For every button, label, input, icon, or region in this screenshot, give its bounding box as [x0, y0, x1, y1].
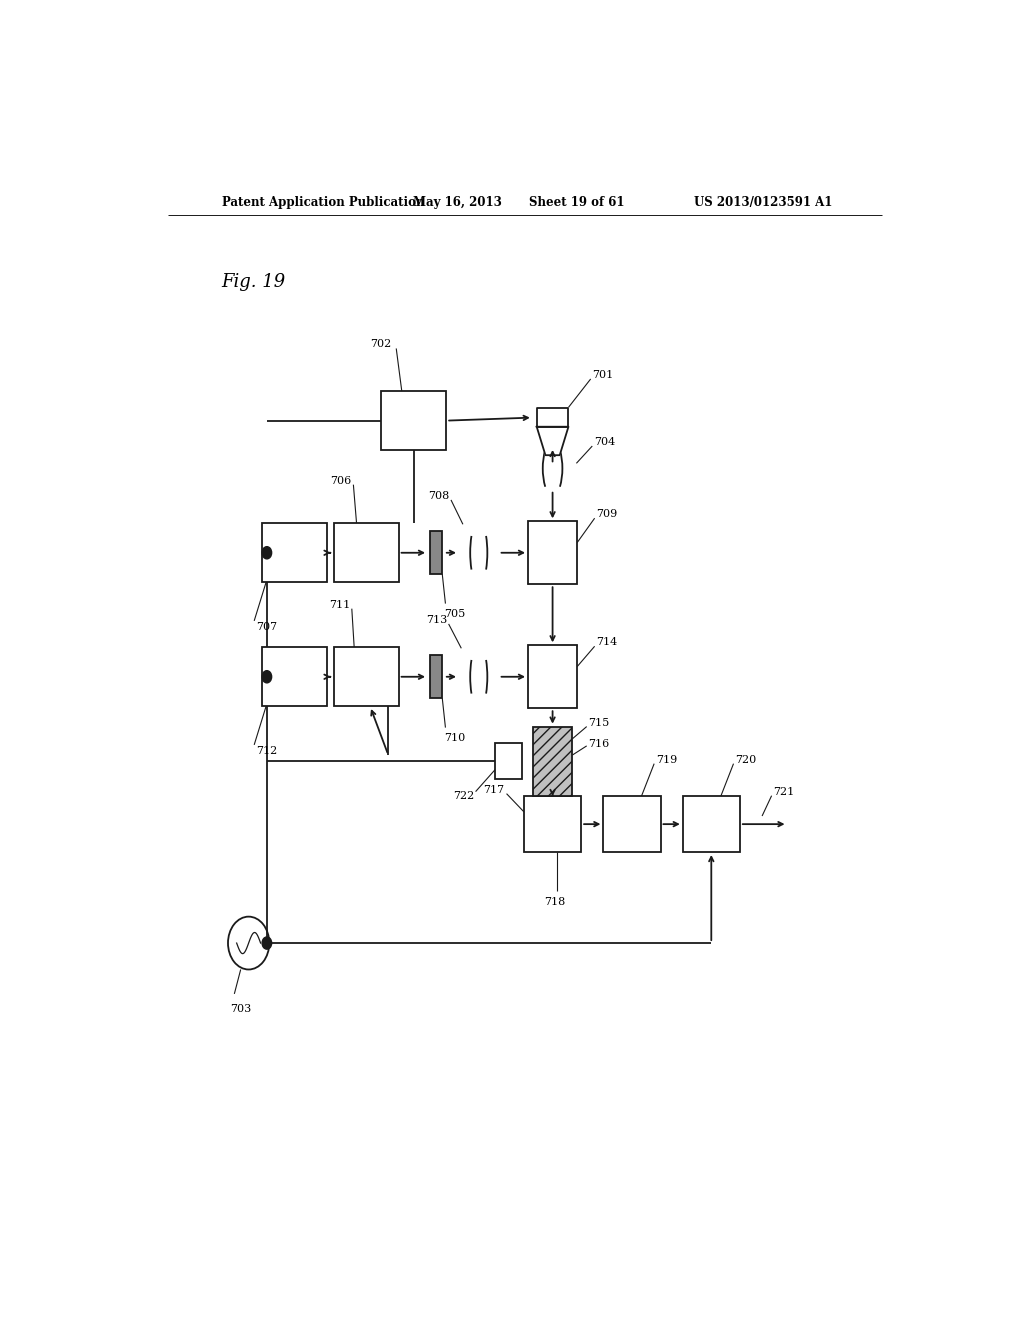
- Bar: [683, 796, 740, 853]
- Text: May 16, 2013: May 16, 2013: [413, 195, 502, 209]
- Text: 706: 706: [331, 475, 352, 486]
- Text: 709: 709: [596, 510, 617, 519]
- Text: 716: 716: [588, 739, 609, 748]
- Circle shape: [262, 937, 271, 949]
- Bar: [528, 645, 578, 709]
- Text: Fig. 19: Fig. 19: [221, 273, 285, 292]
- Text: 721: 721: [773, 787, 795, 796]
- Text: 701: 701: [592, 370, 613, 380]
- Circle shape: [262, 546, 271, 558]
- Text: 710: 710: [443, 733, 465, 743]
- Polygon shape: [537, 426, 568, 455]
- Bar: [524, 796, 582, 853]
- Polygon shape: [537, 408, 568, 426]
- Text: 719: 719: [655, 755, 677, 764]
- Text: 718: 718: [545, 896, 565, 907]
- Text: 717: 717: [483, 784, 504, 795]
- Bar: [381, 391, 446, 450]
- Bar: [334, 523, 398, 582]
- Text: 704: 704: [594, 437, 615, 447]
- Text: 715: 715: [588, 718, 609, 727]
- Bar: [532, 726, 572, 796]
- Text: 705: 705: [443, 609, 465, 619]
- Text: 714: 714: [596, 638, 617, 647]
- Bar: [603, 796, 660, 853]
- Bar: [430, 656, 442, 698]
- Text: 712: 712: [256, 746, 278, 756]
- Text: 711: 711: [329, 599, 350, 610]
- Bar: [262, 647, 328, 706]
- Text: Sheet 19 of 61: Sheet 19 of 61: [528, 195, 625, 209]
- Bar: [262, 523, 328, 582]
- Bar: [430, 532, 442, 574]
- Text: 720: 720: [735, 755, 757, 764]
- Text: US 2013/0123591 A1: US 2013/0123591 A1: [693, 195, 833, 209]
- Text: 713: 713: [426, 615, 447, 624]
- Bar: [334, 647, 398, 706]
- Text: 722: 722: [453, 791, 474, 801]
- Text: Patent Application Publication: Patent Application Publication: [221, 195, 424, 209]
- Text: 702: 702: [371, 339, 391, 350]
- Text: 708: 708: [428, 491, 450, 500]
- Text: 703: 703: [230, 1005, 251, 1014]
- Bar: [496, 743, 522, 779]
- Circle shape: [262, 671, 271, 682]
- Bar: [528, 521, 578, 585]
- Text: 707: 707: [256, 622, 276, 632]
